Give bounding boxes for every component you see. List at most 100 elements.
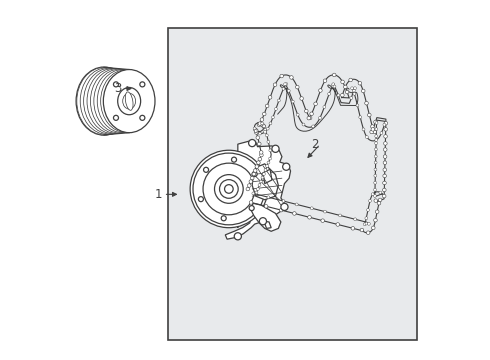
Circle shape [254, 128, 257, 132]
Circle shape [259, 150, 263, 154]
Circle shape [287, 89, 290, 92]
Circle shape [360, 228, 364, 232]
Circle shape [193, 153, 265, 225]
Polygon shape [252, 164, 278, 200]
Circle shape [272, 145, 279, 152]
Circle shape [359, 116, 362, 119]
Circle shape [190, 150, 268, 228]
Circle shape [295, 85, 299, 89]
Circle shape [259, 132, 261, 135]
Ellipse shape [94, 69, 145, 133]
Circle shape [383, 155, 387, 158]
Polygon shape [250, 203, 281, 231]
Circle shape [263, 125, 266, 128]
Text: 2: 2 [311, 138, 318, 150]
Circle shape [308, 116, 312, 120]
Circle shape [114, 82, 119, 87]
Circle shape [332, 83, 335, 86]
Circle shape [140, 82, 145, 87]
Circle shape [259, 218, 267, 225]
Circle shape [365, 217, 368, 220]
Circle shape [328, 93, 331, 95]
Circle shape [261, 176, 264, 179]
Circle shape [333, 85, 336, 88]
Circle shape [264, 128, 267, 131]
Circle shape [282, 87, 285, 90]
Circle shape [375, 122, 378, 125]
Circle shape [308, 216, 311, 219]
Circle shape [269, 157, 271, 160]
Circle shape [362, 128, 365, 131]
Circle shape [332, 73, 336, 77]
Circle shape [271, 116, 274, 119]
Circle shape [371, 193, 374, 195]
Circle shape [356, 104, 359, 107]
Circle shape [379, 191, 382, 194]
Circle shape [374, 199, 378, 202]
Circle shape [283, 163, 290, 170]
Circle shape [258, 122, 262, 125]
Circle shape [254, 129, 258, 132]
Circle shape [374, 148, 377, 151]
Circle shape [310, 112, 314, 116]
Circle shape [263, 112, 266, 116]
Circle shape [249, 201, 253, 204]
Circle shape [377, 201, 381, 205]
Text: 1: 1 [154, 188, 162, 201]
Circle shape [380, 132, 383, 135]
Circle shape [215, 175, 243, 203]
Circle shape [314, 102, 318, 105]
Circle shape [370, 125, 374, 128]
Circle shape [269, 149, 272, 152]
Circle shape [373, 194, 376, 197]
Circle shape [266, 127, 269, 130]
Circle shape [323, 105, 326, 108]
Circle shape [373, 188, 376, 191]
Circle shape [384, 141, 387, 145]
Circle shape [269, 122, 272, 125]
Circle shape [375, 139, 378, 141]
Circle shape [367, 231, 370, 234]
Circle shape [366, 136, 368, 139]
Circle shape [375, 210, 379, 213]
Circle shape [362, 89, 365, 93]
Circle shape [221, 216, 226, 221]
Circle shape [280, 74, 284, 78]
Circle shape [384, 127, 388, 131]
Circle shape [262, 125, 266, 128]
Circle shape [264, 204, 268, 208]
Circle shape [264, 130, 267, 133]
Circle shape [341, 80, 344, 84]
Circle shape [257, 161, 260, 165]
Circle shape [267, 161, 270, 164]
Circle shape [284, 83, 287, 86]
Circle shape [257, 123, 261, 127]
Polygon shape [225, 141, 291, 239]
Circle shape [312, 125, 315, 128]
Circle shape [371, 226, 375, 230]
Circle shape [318, 89, 322, 92]
Circle shape [266, 165, 269, 167]
Circle shape [252, 172, 257, 177]
Circle shape [349, 78, 352, 82]
Circle shape [250, 176, 254, 180]
Circle shape [383, 168, 387, 172]
Circle shape [365, 102, 368, 105]
Circle shape [323, 79, 327, 82]
Circle shape [300, 97, 303, 100]
Circle shape [254, 130, 257, 132]
Circle shape [264, 168, 267, 171]
Circle shape [367, 208, 369, 211]
Ellipse shape [125, 92, 133, 110]
Circle shape [260, 180, 262, 183]
Circle shape [231, 157, 237, 162]
Circle shape [252, 192, 255, 195]
Circle shape [363, 223, 366, 226]
Circle shape [293, 212, 296, 215]
Circle shape [354, 218, 357, 221]
Circle shape [368, 113, 371, 117]
Circle shape [354, 87, 356, 90]
Circle shape [295, 203, 298, 206]
Circle shape [267, 196, 270, 199]
Circle shape [281, 203, 288, 211]
